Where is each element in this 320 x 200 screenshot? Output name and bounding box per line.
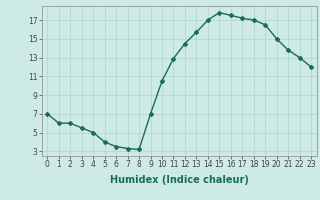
X-axis label: Humidex (Indice chaleur): Humidex (Indice chaleur) bbox=[110, 175, 249, 185]
